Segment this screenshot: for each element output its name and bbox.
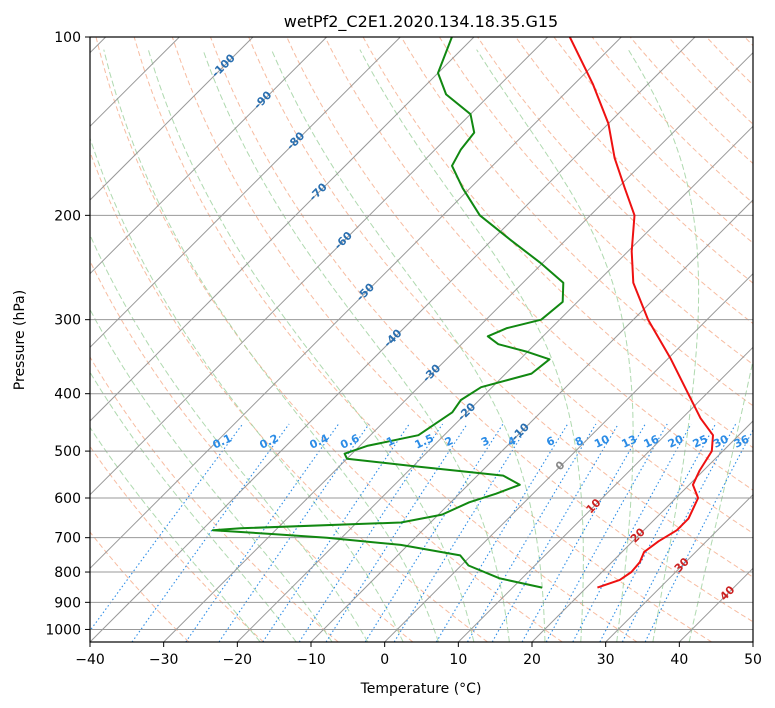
mixing-ratio-label: 36	[732, 432, 752, 450]
mixing-ratio-line	[545, 423, 668, 642]
x-tick-label: 30	[597, 652, 615, 668]
x-axis-label: Temperature (°C)	[360, 681, 482, 697]
plot-frame	[89, 36, 754, 643]
mixing-ratio-line	[185, 423, 340, 642]
dry-adiabat-line	[438, 37, 753, 366]
y-tick-label: 100	[54, 30, 81, 46]
isotherm-line	[90, 37, 696, 642]
x-tick-label: −10	[296, 652, 326, 668]
y-tick-label: 900	[54, 595, 81, 611]
mixing-ratio-label: 10	[592, 432, 612, 450]
mixing-ratio-label: 25	[691, 433, 710, 451]
dry-adiabat-line	[90, 356, 339, 642]
mixing-ratio-label: 30	[711, 432, 731, 450]
moist-adiabat-line	[90, 136, 404, 642]
isotherm-line	[90, 37, 549, 496]
mixing-ratio-label: 16	[642, 432, 662, 450]
dry-adiabat-line	[95, 37, 563, 642]
isotherm-line	[605, 493, 753, 642]
isotherm-line	[457, 346, 753, 642]
isotherm-line	[90, 37, 475, 422]
background-lines	[90, 37, 753, 642]
mixing-ratio-line	[644, 428, 753, 642]
isotherm-line	[90, 37, 254, 201]
y-tick-label: 400	[54, 387, 81, 403]
x-tick-label: 20	[523, 652, 541, 668]
mixing-ratio-line	[572, 423, 692, 642]
mixing-ratio-line	[599, 423, 716, 642]
mixing-ratio-line	[521, 423, 646, 642]
x-tick-label: −20	[223, 652, 253, 668]
mixing-ratio-line	[218, 423, 370, 642]
moist-adiabat-line	[90, 426, 261, 642]
mixing-ratio-label: 13	[620, 433, 639, 451]
x-tick-label: 40	[670, 652, 688, 668]
isotherm-line	[90, 37, 401, 349]
axis-ticks: −40 −30 −20 −10 0 10 20 30 40 50 100 200 300 400 500 60…	[45, 30, 762, 668]
dry-adiabat-line	[248, 37, 753, 578]
mixing-ratio-line	[364, 423, 504, 642]
moist-adiabat-line	[688, 358, 753, 642]
dry-adiabat-line	[210, 37, 753, 623]
y-tick-label: 500	[54, 444, 81, 460]
y-tick-label: 1000	[45, 622, 81, 638]
isotherm-line	[236, 125, 753, 642]
moist-adiabat-line	[627, 49, 700, 642]
dry-adiabat-line	[171, 37, 712, 642]
mixing-ratio-line	[435, 423, 569, 642]
isotherm-line	[531, 420, 753, 642]
isotherm-line	[90, 37, 622, 570]
x-tick-label: −30	[149, 652, 179, 668]
mixing-ratio-line	[393, 423, 530, 642]
moist-adiabat-line	[270, 49, 546, 642]
dry-adiabat-line	[133, 37, 638, 642]
dry-adiabat-line	[90, 445, 264, 642]
mixing-ratio-line	[467, 423, 597, 642]
moist-adiabat-line	[103, 49, 439, 642]
isotherm-line	[752, 641, 753, 642]
dry-adiabat-line	[324, 37, 753, 491]
x-tick-label: 0	[380, 652, 389, 668]
moist-adiabat-line	[90, 233, 369, 642]
y-tick-label: 600	[54, 491, 81, 507]
plot-background	[90, 37, 753, 642]
y-axis-label: Pressure (hPa)	[12, 290, 28, 390]
y-tick-label: 300	[54, 313, 81, 329]
mixing-ratio-label: 20	[666, 432, 686, 450]
dewpoint-line	[211, 37, 565, 589]
mixing-ratio-line	[262, 423, 410, 642]
moist-adiabat-line	[90, 371, 297, 642]
y-tick-label: 200	[54, 208, 81, 224]
dry-adiabat-line	[400, 37, 753, 407]
isotherm-line	[90, 37, 328, 275]
dry-adiabat-line	[515, 37, 753, 284]
isotherm-line	[310, 199, 753, 642]
y-tick-label: 800	[54, 565, 81, 581]
moist-adiabat-line	[476, 49, 634, 642]
x-tick-label: −40	[75, 652, 105, 668]
data-series	[211, 37, 714, 589]
chart-title: wetPf2_C2E1.2020.134.18.35.G15	[284, 12, 558, 32]
isotherm-line	[384, 272, 753, 642]
dry-adiabat-line	[90, 150, 488, 642]
mixing-ratio-line	[131, 423, 290, 642]
temperature-line	[568, 37, 714, 589]
moist-adiabat-line	[147, 49, 475, 642]
y-tick-label: 700	[54, 531, 81, 547]
isotherm-line	[163, 51, 753, 642]
moist-adiabat-line	[202, 49, 510, 642]
x-tick-label: 50	[744, 652, 762, 668]
x-tick-label: 10	[449, 652, 467, 668]
mixing-ratio-line	[621, 423, 737, 642]
dry-adiabat-line	[90, 531, 190, 642]
